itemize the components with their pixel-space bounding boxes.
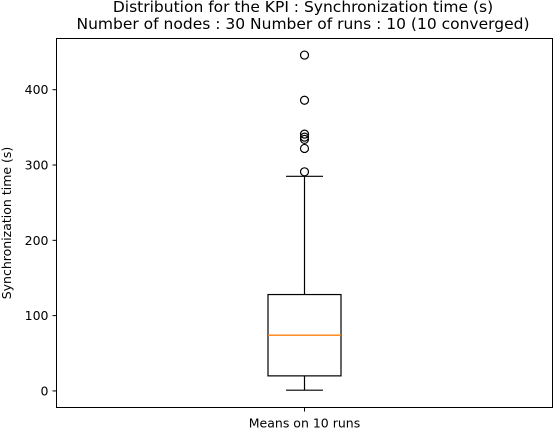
y-tick-label-200: 200 [25,233,49,248]
chart-subtitle: Number of nodes : 30 Number of runs : 10… [76,15,529,33]
y-axis-label: Synchronization time (s) [0,147,14,300]
y-tick-label-0: 0 [41,383,49,398]
outlier-point-3 [299,132,310,142]
y-tick-label-300: 300 [25,158,49,173]
outlier-point-0 [299,167,310,177]
outlier-point-6 [299,50,310,60]
x-axis-ticks: Means on 10 runs [249,407,360,431]
box-plot-series [267,50,342,391]
y-tick-label-400: 400 [25,82,49,97]
chart-title: Distribution for the KPI : Synchronizati… [113,0,493,16]
y-tick-label-100: 100 [25,308,49,323]
outlier-point-1 [299,143,310,154]
x-tick-label-0: Means on 10 runs [249,416,360,431]
outlier-point-4 [299,129,310,139]
outlier-point-5 [299,95,310,105]
y-axis-ticks: 0 100 200 300 400 [25,82,57,398]
